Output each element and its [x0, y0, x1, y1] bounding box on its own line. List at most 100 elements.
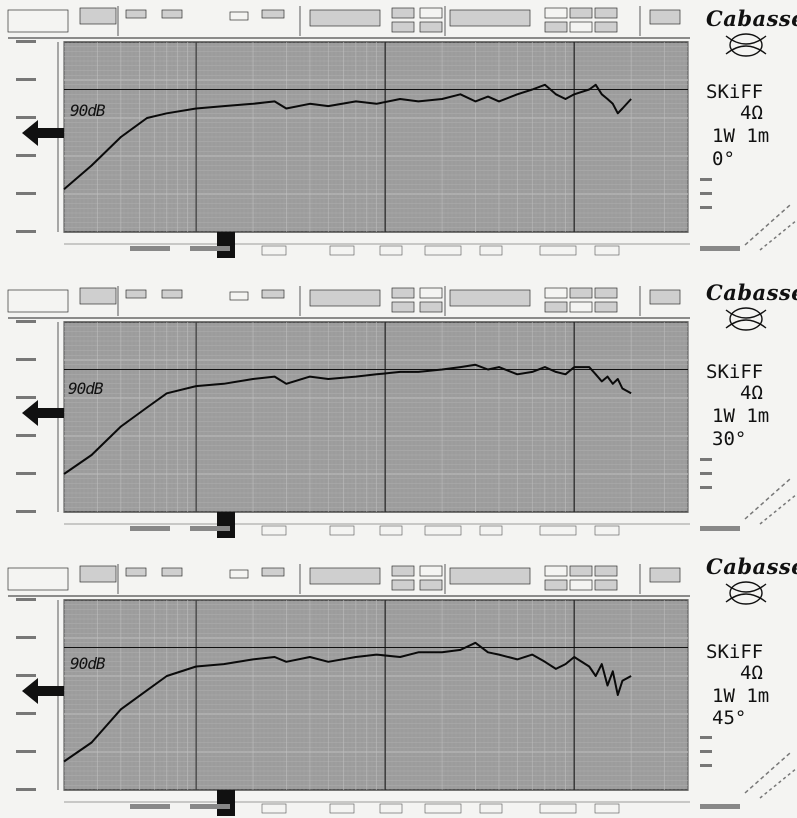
chart-panel-30deg: Cabasse 90dB SKiFF 4Ω 1W 1m 30° [0, 274, 797, 544]
plot-grid [63, 322, 689, 512]
print-mark [700, 246, 740, 251]
form-field-box [391, 579, 415, 591]
form-field-box [544, 301, 568, 313]
form-field-box [161, 9, 183, 19]
margin-scribbles [700, 458, 797, 525]
form-field-box [309, 289, 381, 307]
form-field-box [379, 803, 403, 814]
form-field-box [594, 7, 618, 19]
form-field-box [79, 287, 117, 305]
form-field-box [7, 289, 69, 313]
left-arrow-icon [22, 120, 64, 146]
form-field-box [329, 525, 355, 536]
paper-marker [217, 512, 235, 538]
print-mark [190, 804, 230, 809]
form-field-box [125, 9, 147, 19]
brand-emblem-icon [725, 307, 767, 331]
form-field-box [419, 579, 443, 591]
print-mark [190, 246, 230, 251]
form-field-box [125, 289, 147, 299]
form-field-box [594, 287, 618, 299]
frequency-response-trace [63, 641, 632, 763]
scale-tick-mark [16, 358, 36, 361]
form-field-box [161, 289, 183, 299]
form-field-box [594, 803, 620, 814]
form-field-box [7, 567, 69, 591]
form-field-box [419, 565, 443, 577]
form-field-box [261, 567, 285, 577]
form-field-box [424, 803, 462, 814]
margin-scribbles [700, 178, 797, 251]
chart-plot [7, 6, 797, 258]
scale-tick-mark [16, 192, 36, 195]
form-field-box [594, 21, 618, 33]
paper-marker [217, 232, 235, 258]
power-distance-note: 1W 1m [712, 685, 770, 707]
form-field-box [649, 289, 681, 305]
model-note: SKiFF [706, 361, 764, 383]
form-header [7, 6, 690, 39]
form-field-box [229, 291, 249, 301]
frequency-response-trace [63, 363, 632, 475]
form-header [7, 564, 690, 597]
model-note: SKiFF [706, 81, 764, 103]
form-field-box [229, 11, 249, 21]
form-field-box [391, 565, 415, 577]
form-field-box [309, 9, 381, 27]
form-field-box [544, 21, 568, 33]
form-field-box [649, 567, 681, 583]
form-field-box [594, 301, 618, 313]
brand-logo-text: Cabasse [706, 280, 797, 305]
form-field-box [391, 21, 415, 33]
chart-panel-45deg: Cabasse 90dB SKiFF 4Ω 1W 1m 45° [0, 548, 797, 818]
form-field-box [79, 7, 117, 25]
form-field-box [391, 7, 415, 19]
form-field-box [7, 9, 69, 33]
print-mark [130, 804, 170, 809]
form-field-box [391, 287, 415, 299]
form-field-box [261, 803, 287, 814]
brand-emblem-icon [725, 33, 767, 57]
form-footer [64, 790, 740, 816]
form-field-box [544, 7, 568, 19]
form-field-box [261, 9, 285, 19]
angle-note: 45° [712, 707, 747, 729]
model-note: SKiFF [706, 641, 764, 663]
form-field-box [449, 289, 531, 307]
chart-plot [7, 286, 797, 538]
scale-tick-mark [16, 712, 36, 715]
scale-tick-mark [16, 788, 36, 791]
form-footer [64, 232, 740, 258]
power-distance-note: 1W 1m [712, 405, 770, 427]
form-field-box [229, 569, 249, 579]
print-mark [700, 804, 740, 809]
scale-tick-mark [16, 230, 36, 233]
form-field-box [125, 567, 147, 577]
form-header [7, 286, 690, 319]
angle-note: 30° [712, 428, 747, 450]
form-field-box [539, 803, 577, 814]
scale-tick-mark [16, 636, 36, 639]
form-field-box [309, 567, 381, 585]
form-field-box [261, 245, 287, 256]
brand-emblem-icon [725, 581, 767, 605]
scale-tick-mark [16, 396, 36, 399]
form-field-box [569, 579, 593, 591]
form-field-box [539, 525, 577, 536]
scale-tick-mark [16, 78, 36, 81]
left-arrow-icon [22, 400, 64, 426]
frequency-response-trace [63, 83, 632, 191]
form-field-box [594, 525, 620, 536]
print-mark [190, 526, 230, 531]
scale-tick-mark [16, 674, 36, 677]
form-field-box [569, 21, 593, 33]
scale-tick-mark [16, 154, 36, 157]
form-field-box [419, 301, 443, 313]
scale-tick-mark [16, 320, 36, 323]
form-field-box [569, 565, 593, 577]
form-field-box [449, 567, 531, 585]
paper-marker [217, 790, 235, 816]
form-field-box [594, 579, 618, 591]
impedance-note: 4Ω [740, 102, 763, 124]
form-field-box [569, 7, 593, 19]
